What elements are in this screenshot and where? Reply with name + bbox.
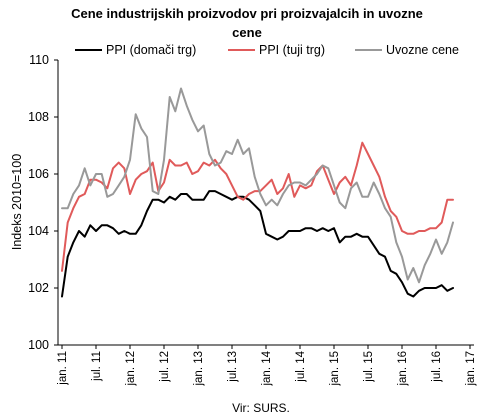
x-tick-label: jul. 12 xyxy=(159,351,171,383)
x-tick-label: jan. 14 xyxy=(261,350,273,386)
y-tick-label: 102 xyxy=(28,281,49,295)
legend-label-1: PPI (domači trg) xyxy=(106,43,196,57)
y-tick-label: 110 xyxy=(29,53,49,67)
x-tick-label: jan. 16 xyxy=(397,351,409,387)
legend-label-2: PPI (tuji trg) xyxy=(259,43,325,57)
x-tick-label: jul. 14 xyxy=(295,350,307,382)
x-tick-label: jul. 11 xyxy=(91,351,103,382)
series-line-2 xyxy=(61,141,454,272)
x-tick-label: jan. 12 xyxy=(125,351,137,387)
y-tick-label: 108 xyxy=(28,110,49,124)
y-axis-label: Indeks 2010=100 xyxy=(10,154,24,250)
x-tick-label: jul. 15 xyxy=(363,351,375,383)
x-tick-label: jan. 17 xyxy=(465,351,477,387)
legend: PPI (domači trg) PPI (tuji trg) Uvozne cen… xyxy=(75,43,459,57)
x-tick-label: jan. 11 xyxy=(57,351,69,386)
x-tick-label: jul. 13 xyxy=(227,351,239,383)
y-axis-ticks: 100 102 104 106 108 110 xyxy=(28,53,58,352)
legend-label-3: Uvozne cene xyxy=(386,43,459,57)
series-lines xyxy=(61,87,454,298)
series-line-3 xyxy=(61,87,454,284)
x-tick-label: jan. 15 xyxy=(329,351,341,387)
y-tick-label: 104 xyxy=(28,224,49,238)
source-note: Vir: SURS. xyxy=(232,401,290,415)
x-tick-label: jul. 16 xyxy=(431,351,443,383)
series-line-1 xyxy=(61,190,454,298)
x-tick-label: jan. 13 xyxy=(193,351,205,387)
x-axis-ticks: jan. 11 jul. 11 jan. 12 jul. 12 jan. 13 jul. … xyxy=(57,345,477,387)
chart-title-line1: Cene industrijskih proizvodov pri proizv… xyxy=(71,6,423,21)
chart-title-line2: cene xyxy=(232,25,262,40)
y-tick-label: 106 xyxy=(28,167,49,181)
y-tick-label: 100 xyxy=(28,338,49,352)
